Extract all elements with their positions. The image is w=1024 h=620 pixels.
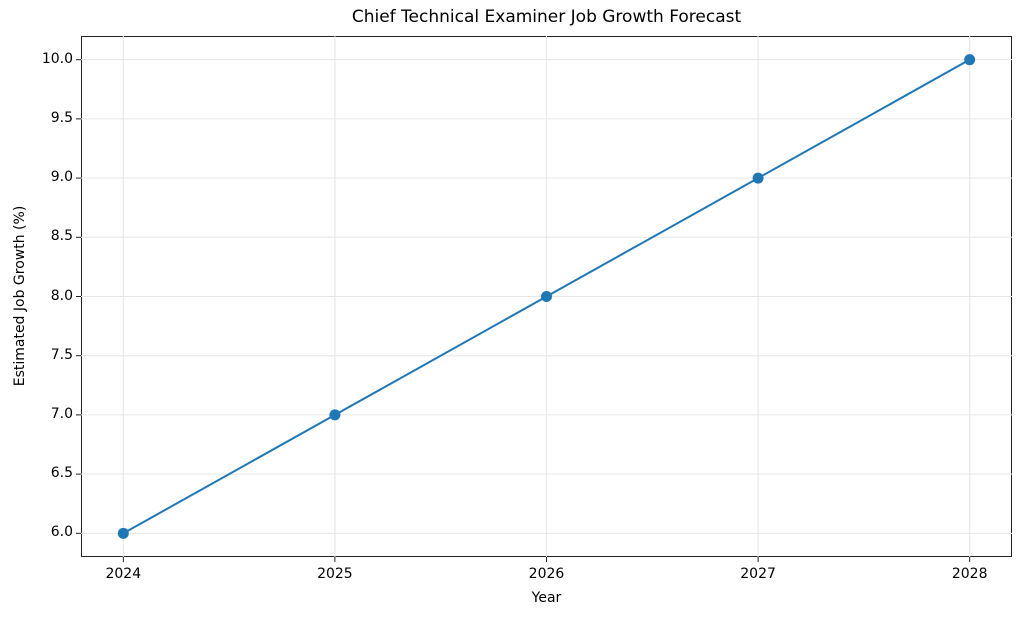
data-markers: [117, 54, 976, 539]
data-point-marker: [117, 527, 129, 539]
data-point-marker: [964, 54, 976, 66]
chart-title: Chief Technical Examiner Job Growth Fore…: [351, 7, 742, 27]
x-tick-label: 2028: [951, 566, 988, 582]
x-axis-label: Year: [531, 590, 562, 606]
data-point-marker: [752, 172, 764, 184]
y-tick-label: 6.0: [50, 524, 73, 541]
x-tick-label: 2026: [528, 566, 565, 582]
tick-marks: [76, 59, 971, 562]
x-tick-label: 2025: [317, 566, 353, 582]
y-axis-label: Estimated Job Growth (%): [12, 205, 28, 387]
y-tick-label: 7.5: [50, 346, 73, 363]
y-tick-label: 8.5: [50, 228, 73, 245]
data-point-marker: [329, 409, 341, 421]
data-point-marker: [541, 291, 552, 302]
y-tick-label: 8.0: [50, 287, 73, 304]
y-tick-label: 6.5: [50, 465, 73, 482]
y-tick-label: 9.5: [50, 109, 73, 126]
gridlines: [81, 36, 1012, 557]
x-tick-label: 2024: [105, 566, 142, 582]
x-tick-label: 2027: [740, 566, 776, 582]
y-tick-label: 9.0: [50, 169, 73, 186]
y-tick-label: 10.0: [41, 50, 73, 67]
y-tick-label: 7.0: [50, 405, 73, 422]
